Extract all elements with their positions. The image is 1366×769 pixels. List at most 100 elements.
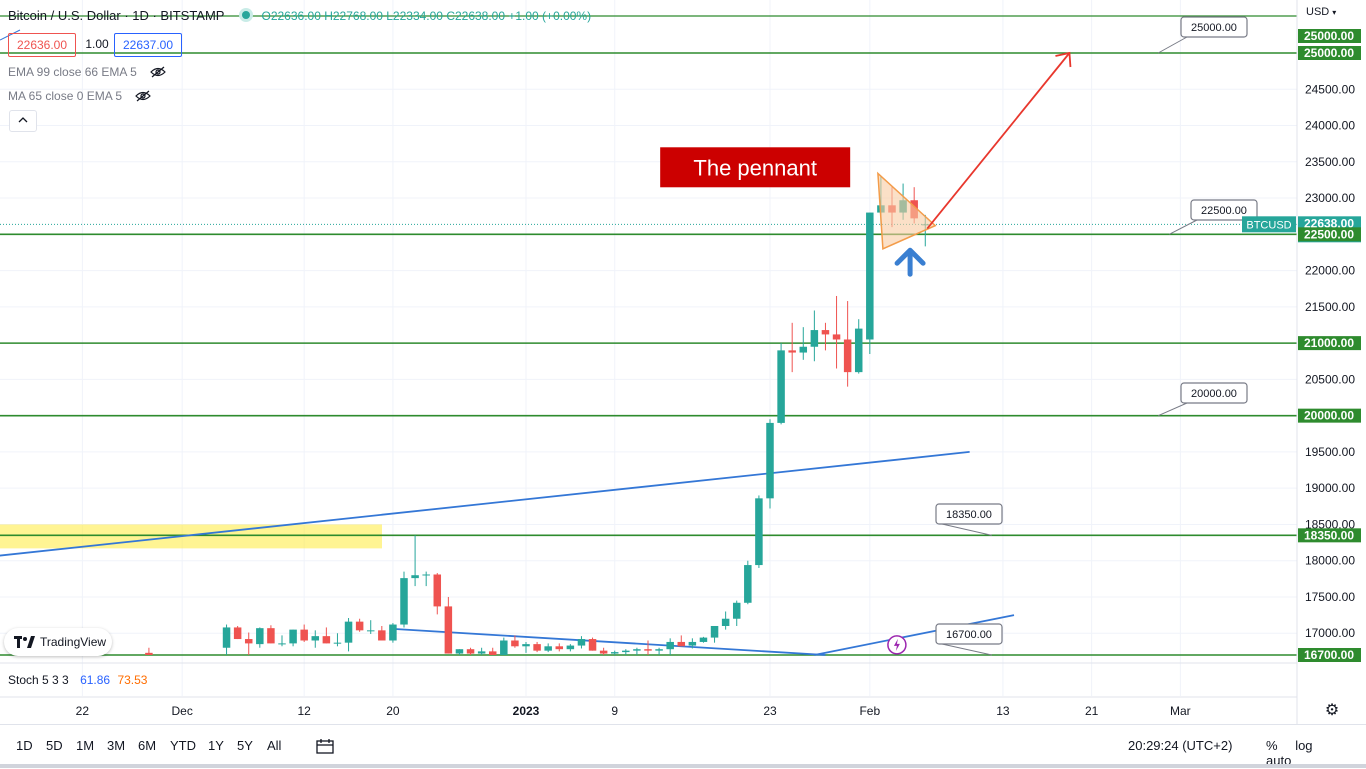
candle-body — [721, 618, 730, 626]
candle-body — [832, 334, 841, 340]
stoch-d-value: 73.53 — [117, 673, 148, 687]
candle — [533, 641, 541, 653]
candle — [732, 600, 741, 626]
candle-body — [522, 644, 530, 647]
timeframe-5d[interactable]: 5D — [46, 738, 63, 753]
ascending-trend-line — [0, 451, 970, 557]
candle — [555, 643, 564, 652]
date-range-icon[interactable] — [316, 738, 334, 754]
callout-box — [935, 503, 1003, 525]
candle — [267, 625, 275, 644]
candle — [610, 650, 619, 655]
candle — [766, 419, 774, 509]
stoch-k-value: 61.86 — [80, 673, 111, 687]
candle-body — [577, 639, 586, 646]
callout-connector — [1169, 219, 1198, 235]
candle — [333, 633, 342, 647]
blue-up-arrow-icon — [894, 247, 926, 277]
price-tick-label: 18500.00 — [1305, 517, 1355, 531]
time-tick-label: 23 — [763, 704, 777, 718]
candle-body — [433, 574, 442, 607]
candle-body — [866, 212, 874, 340]
candle — [777, 343, 785, 425]
annotation-box — [660, 147, 851, 188]
candle-body — [821, 330, 830, 335]
candle-body — [222, 627, 231, 648]
bid-price[interactable]: 22636.00 — [8, 33, 76, 57]
candle — [544, 643, 552, 653]
candle — [455, 649, 464, 655]
bottom-toolbar: 1D 5D 1M 3M 6M YTD 1Y 5Y All 20:29:24 (U… — [0, 724, 1366, 769]
callout-connector — [941, 523, 992, 536]
price-tick-label: 20500.00 — [1305, 372, 1355, 386]
callout-label: 16700.00 — [946, 629, 992, 641]
candle-body — [267, 628, 275, 644]
timeframe-3m[interactable]: 3M — [107, 738, 126, 753]
forecast-arrows — [887, 51, 1072, 655]
candle-body — [256, 628, 264, 645]
price-tick-label: 22000.00 — [1305, 264, 1355, 278]
tradingview-logo[interactable]: TradingView — [4, 628, 112, 656]
stochastic-legend[interactable]: Stoch 5 3 3 61.86 73.53 — [8, 673, 147, 687]
symbol-title[interactable]: Bitcoin / U.S. Dollar · 1D · BITSTAMP — [8, 8, 225, 23]
candle — [588, 637, 597, 651]
timeframe-1y[interactable]: 1Y — [208, 738, 224, 753]
price-tag-label: 22500.00 — [1304, 227, 1354, 241]
price-tag-label: 22638.00 — [1304, 216, 1354, 230]
candle — [444, 596, 453, 654]
timeframe-5y[interactable]: 5Y — [237, 738, 253, 753]
price-tag — [1298, 227, 1361, 242]
timeframe-1d[interactable]: 1D — [16, 738, 33, 753]
timeframe-1m[interactable]: 1M — [76, 738, 95, 753]
collapse-legend-button[interactable] — [9, 110, 37, 132]
symbol-legend: Bitcoin / U.S. Dollar · 1D · BITSTAMP O2… — [8, 8, 591, 23]
study-ema-label: EMA 99 close 66 EMA 5 — [8, 65, 137, 79]
candle — [744, 560, 752, 605]
candle-body — [311, 636, 320, 641]
bottom-edge — [0, 764, 1366, 768]
timeframe-all[interactable]: All — [267, 738, 282, 753]
candle — [710, 625, 719, 643]
callout-connector — [1157, 402, 1188, 417]
candle — [344, 618, 353, 652]
candle — [655, 647, 663, 655]
eye-hidden-icon[interactable] — [150, 66, 166, 78]
candle-body — [555, 646, 564, 650]
currency-label: USD — [1306, 6, 1330, 18]
candle — [866, 212, 874, 354]
currency-selector[interactable]: USD ▾ — [1306, 6, 1336, 18]
study-ma[interactable]: MA 65 close 0 EMA 5 — [8, 89, 152, 103]
time-tick-label: Mar — [1170, 704, 1191, 718]
log-scale-button[interactable]: log — [1295, 738, 1313, 753]
symbol-tag — [1242, 216, 1296, 233]
timeframe-6m[interactable]: 6M — [138, 738, 157, 753]
study-ema[interactable]: EMA 99 close 66 EMA 5 — [8, 65, 166, 79]
percent-scale-button[interactable]: % — [1266, 738, 1278, 753]
callout-box — [1180, 16, 1248, 38]
candle — [843, 301, 852, 387]
candle — [311, 630, 320, 648]
time-tick-label: 22 — [76, 704, 90, 718]
chart-clock[interactable]: 20:29:24 (UTC+2) — [1128, 738, 1233, 753]
gear-icon[interactable]: ⚙ — [1324, 702, 1340, 719]
price-tick-label: 17500.00 — [1305, 590, 1355, 604]
candle-body — [400, 578, 408, 625]
descending-trend-line — [392, 627, 826, 656]
price-tag — [1298, 29, 1361, 43]
candle — [522, 641, 530, 653]
candle — [810, 310, 819, 362]
level-callouts: 25000.00 22500.00 20000.00 18350.00 16700.00 — [935, 16, 1258, 656]
candle-body — [744, 565, 752, 603]
axis-background — [1297, 0, 1366, 724]
callout-box — [1180, 382, 1248, 404]
callout-label: 25000.00 — [1191, 22, 1237, 34]
ask-price[interactable]: 22637.00 — [114, 33, 182, 57]
candle-body — [344, 621, 353, 643]
time-tick-label: 2023 — [513, 704, 540, 718]
eye-hidden-icon[interactable] — [135, 90, 152, 102]
candle-body — [644, 649, 652, 651]
candle — [511, 635, 519, 648]
candle-body — [455, 649, 464, 654]
timeframe-ytd[interactable]: YTD — [170, 738, 196, 753]
